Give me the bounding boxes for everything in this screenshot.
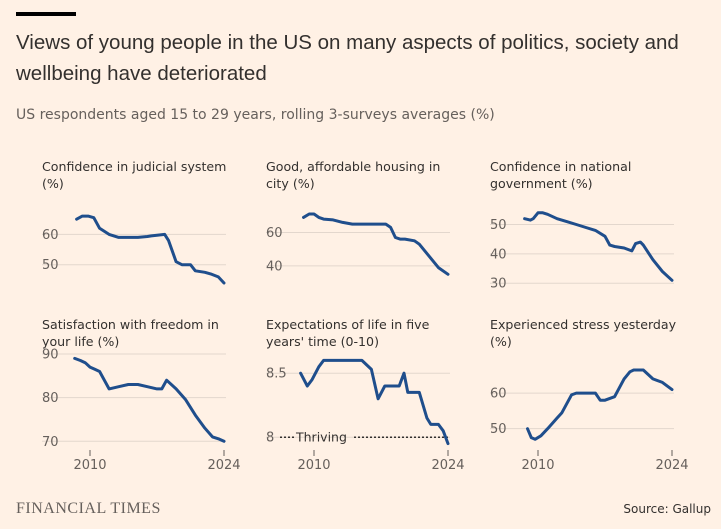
panel-title: Experienced stress yesterday (%) bbox=[490, 317, 677, 349]
series-line bbox=[299, 358, 450, 446]
source-note: Source: Gallup bbox=[623, 502, 711, 516]
panel-title: Confidence in judicial system (%) bbox=[42, 159, 227, 191]
x-tick-label: 2024 bbox=[655, 458, 688, 473]
panel-title: Good, affordable housing in city (%) bbox=[266, 159, 441, 191]
y-tick-label: 50 bbox=[42, 258, 59, 273]
panel-title: Satisfaction with freedom in your life (… bbox=[42, 317, 219, 349]
series-line bbox=[302, 212, 450, 276]
reference-label: Thriving bbox=[295, 430, 347, 445]
y-tick-label: 50 bbox=[490, 422, 507, 437]
x-tick-label: 2010 bbox=[73, 458, 106, 473]
panel-national-government: Confidence in national government (%) 50… bbox=[464, 158, 684, 308]
panel-plot: 50 40 30 bbox=[490, 211, 674, 292]
y-tick-label: 80 bbox=[42, 391, 59, 406]
x-tick-label: 2024 bbox=[431, 458, 464, 473]
panel-affordable-housing: Good, affordable housing in city (%) 60 4… bbox=[240, 158, 460, 308]
x-tick-label: 2024 bbox=[207, 458, 240, 473]
chart-subtitle: US respondents aged 15 to 29 years, roll… bbox=[16, 107, 495, 123]
panel-plot: 60 50 2010 2024 bbox=[490, 368, 689, 473]
panel-plot: 90 80 70 2010 2024 bbox=[42, 348, 241, 473]
y-tick-label: 30 bbox=[490, 277, 507, 292]
x-tick-label: 2010 bbox=[297, 458, 330, 473]
panel-title: Confidence in national government (%) bbox=[490, 159, 632, 191]
ft-top-rule bbox=[16, 12, 76, 16]
chart-title: Views of young people in the US on many … bbox=[16, 31, 679, 85]
y-tick-label: 70 bbox=[42, 435, 59, 450]
ft-logo: FINANCIAL TIMES bbox=[16, 500, 161, 517]
series-line bbox=[523, 211, 674, 282]
y-tick-label: 40 bbox=[266, 259, 283, 274]
panel-freedom-satisfaction: Satisfaction with freedom in your life (… bbox=[16, 316, 241, 473]
panel-title: Expectations of life in five years' time… bbox=[266, 317, 430, 349]
y-tick-label: 40 bbox=[490, 247, 507, 262]
panel-stress-yesterday: Experienced stress yesterday (%) 60 50 201… bbox=[464, 316, 689, 473]
panel-plot: 8.5 8 Thriving 2010 2024 bbox=[266, 358, 465, 473]
y-tick-label: 60 bbox=[42, 228, 59, 243]
series-line bbox=[73, 356, 226, 443]
y-tick-label: 60 bbox=[490, 387, 507, 402]
x-tick-label: 2010 bbox=[521, 458, 554, 473]
panel-life-expectations: Expectations of life in five years' time… bbox=[240, 316, 465, 473]
y-tick-label: 90 bbox=[42, 348, 59, 363]
panel-judicial-system: Confidence in judicial system (%) 60 50 bbox=[16, 158, 236, 308]
panel-plot: 60 50 bbox=[42, 214, 226, 285]
y-tick-label: 50 bbox=[490, 218, 507, 233]
y-tick-label: 60 bbox=[266, 226, 283, 241]
panel-plot: 60 40 bbox=[266, 212, 450, 276]
y-tick-label: 8 bbox=[266, 431, 274, 446]
series-line bbox=[75, 214, 226, 285]
series-line bbox=[526, 368, 674, 441]
y-tick-label: 8.5 bbox=[266, 367, 287, 382]
